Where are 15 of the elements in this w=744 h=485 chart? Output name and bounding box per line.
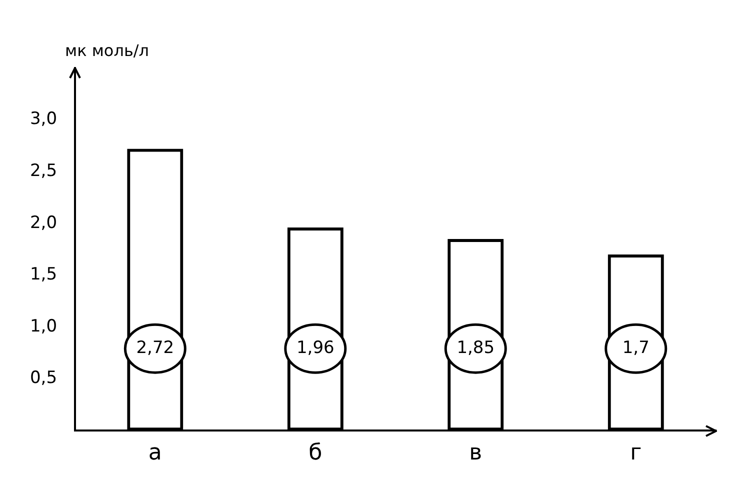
x-tick-label: в	[469, 440, 482, 466]
data-label: 1,7	[622, 338, 650, 358]
y-tick-label: 0,5	[30, 368, 58, 388]
data-label: 1,96	[296, 338, 334, 358]
x-tick-label: б	[308, 440, 322, 466]
y-tick-label: 1,5	[30, 264, 58, 285]
data-label: 1,85	[456, 338, 495, 358]
y-tick-label: 2,0	[30, 212, 58, 233]
y-tick-label: 2,5	[30, 161, 58, 182]
x-tick-label: а	[148, 440, 162, 466]
y-axis-title: мк моль/л	[65, 41, 149, 60]
x-tick-label: г	[630, 440, 642, 466]
y-tick-label: 3,0	[30, 109, 58, 130]
y-tick-label: 1,0	[30, 316, 58, 336]
data-label: 2,72	[136, 338, 174, 358]
